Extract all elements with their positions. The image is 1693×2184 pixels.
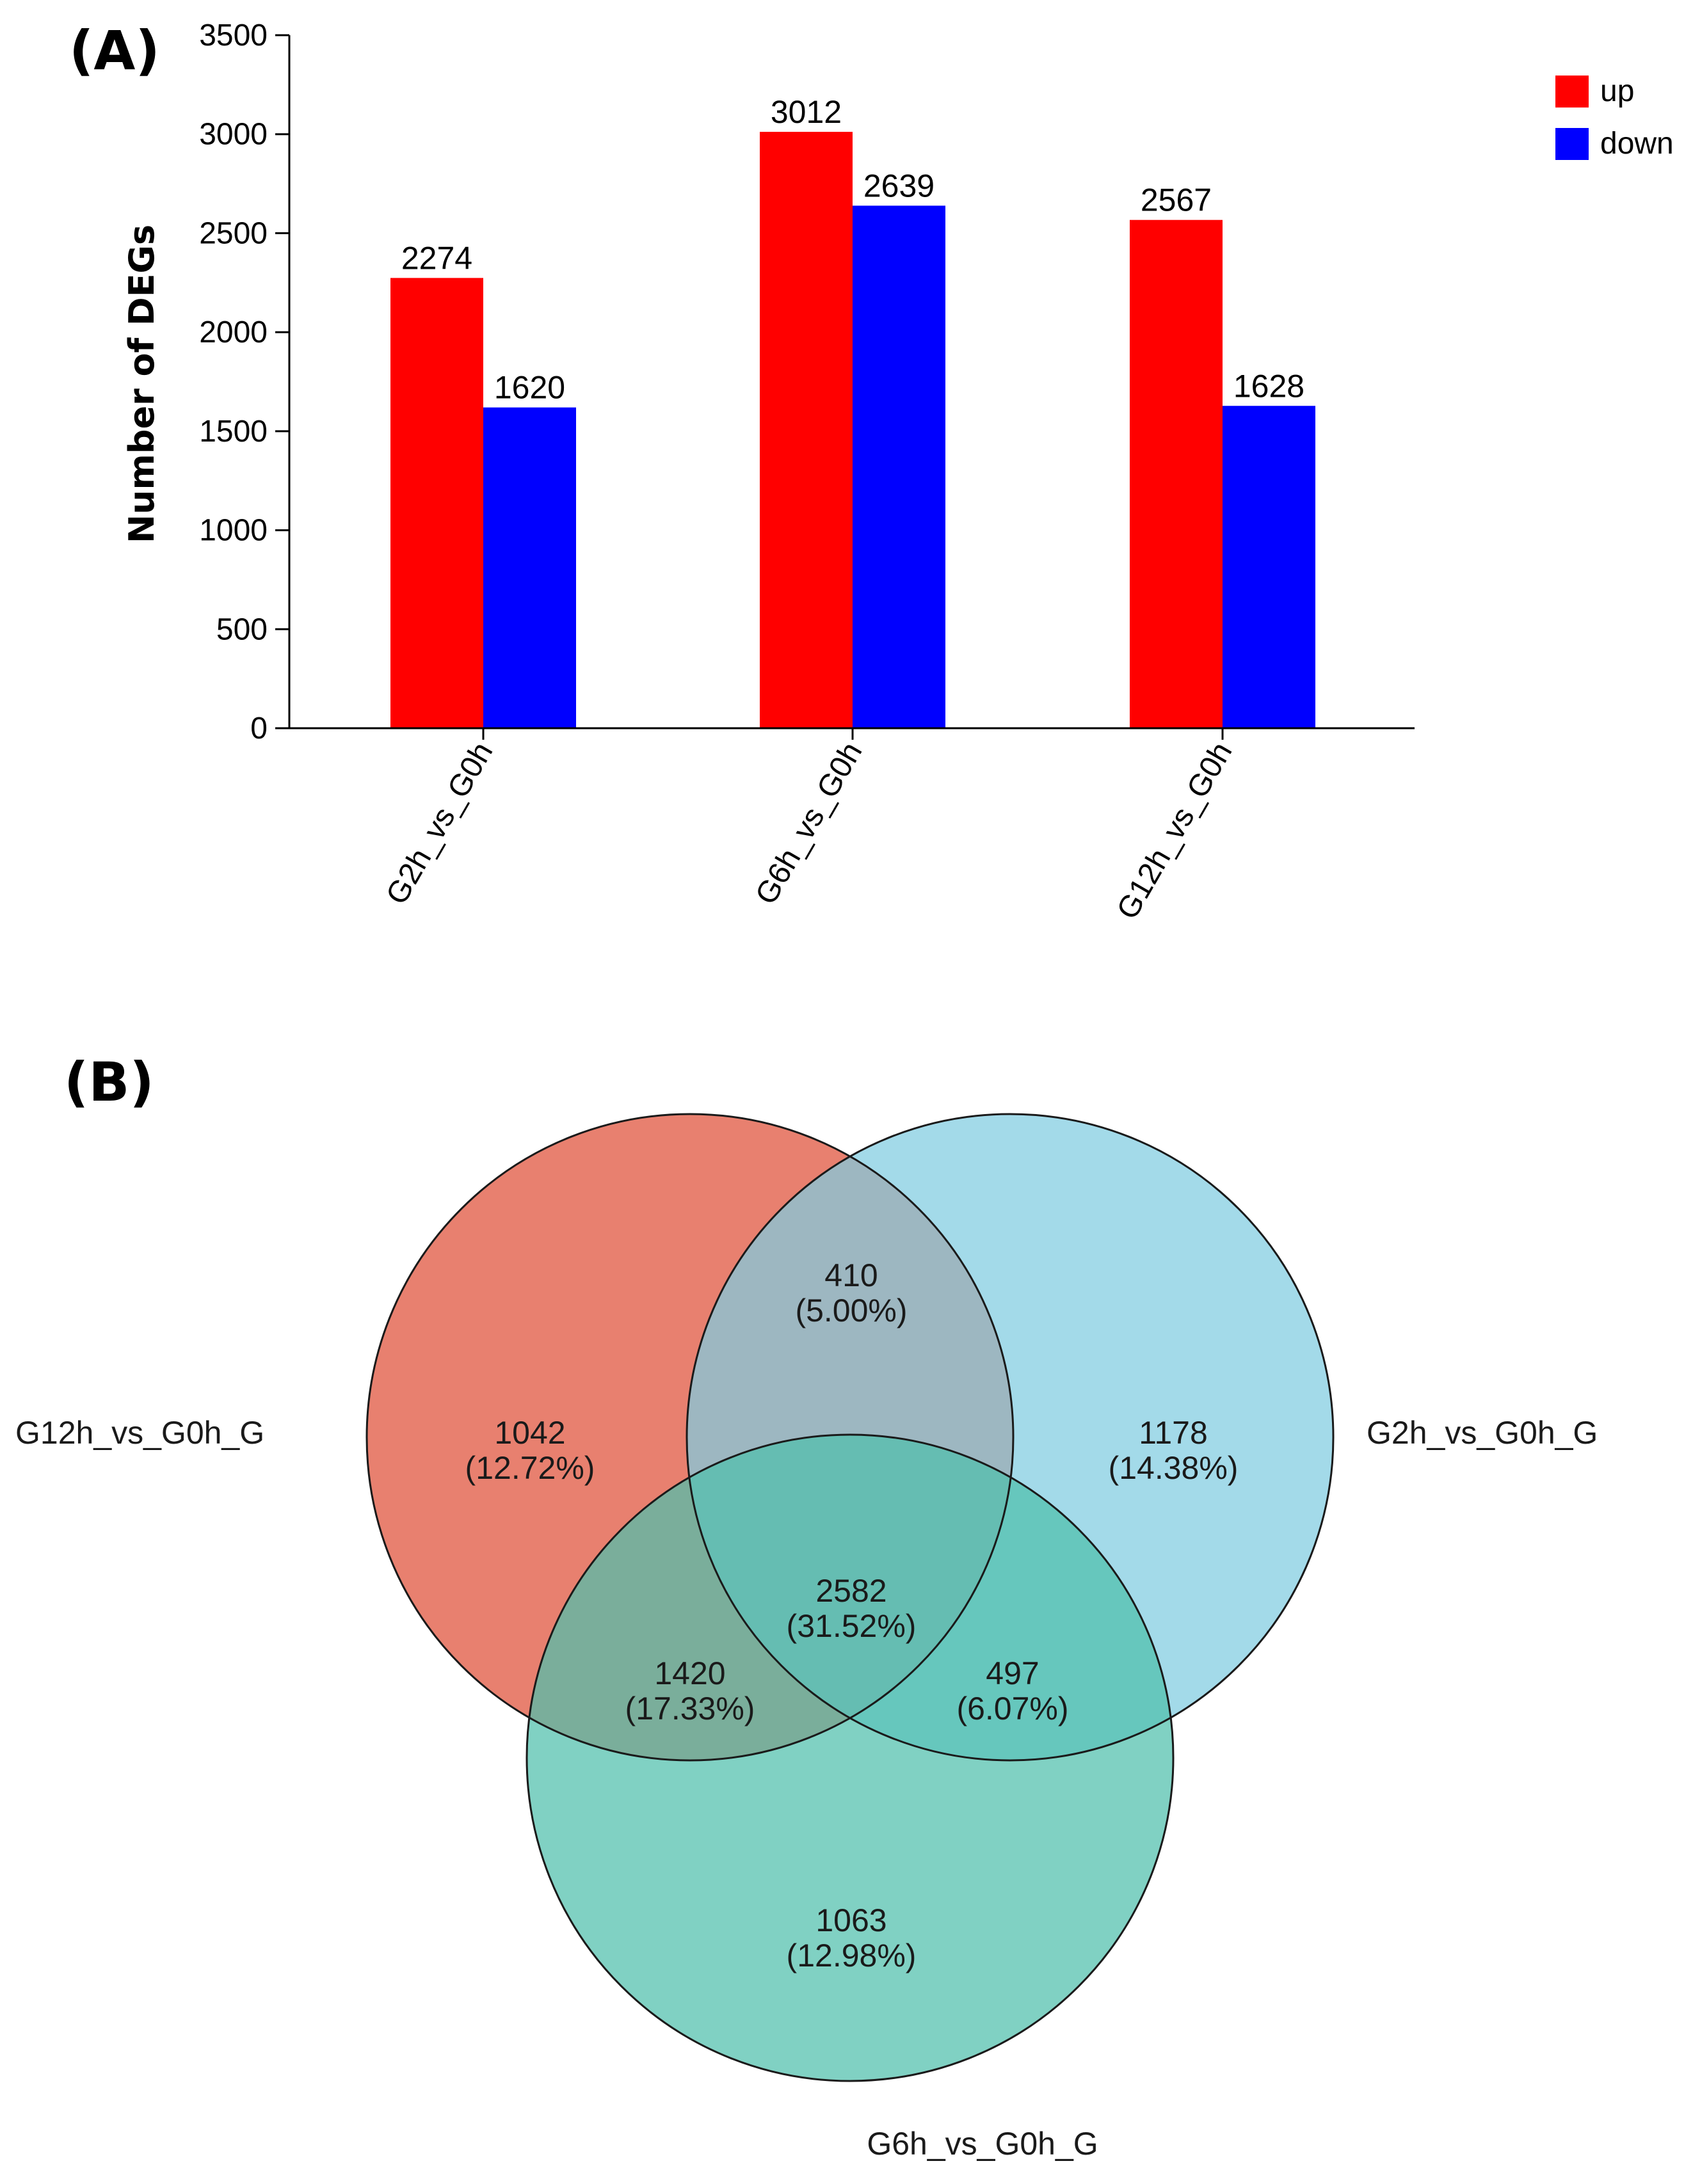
- region-g12h-only: 1042 (12.72%): [465, 1415, 595, 1486]
- bar-value-label: 1620: [494, 370, 565, 406]
- region-percent: (31.52%): [787, 1608, 917, 1644]
- panel-a-letter: (A): [69, 19, 160, 82]
- region-count: 2582: [815, 1573, 887, 1609]
- region-percent: (17.33%): [625, 1691, 755, 1726]
- legend: up down: [1555, 74, 1674, 161]
- y-axis-ticks: 0 500 1000 1500 2000 2500 3000 3500: [199, 19, 289, 745]
- bar-value-label: 1628: [1233, 368, 1304, 404]
- region-g2h-g6h: 497 (6.07%): [956, 1655, 1068, 1726]
- region-all-three: 2582 (31.52%): [787, 1573, 917, 1644]
- region-percent: (12.72%): [465, 1450, 595, 1486]
- legend-swatch-down: [1555, 128, 1589, 160]
- region-count: 1178: [1139, 1415, 1208, 1451]
- set-label-g12h: G12h_vs_G0h_G: [15, 1415, 264, 1451]
- y-axis-title: Number of DEGs: [122, 225, 162, 543]
- bar-value-label: 2274: [401, 240, 472, 276]
- venn-outline-g2h: [686, 1113, 1335, 1762]
- region-count: 1063: [815, 1902, 887, 1938]
- region-count: 497: [986, 1655, 1039, 1691]
- region-g12h-g2h: 410 (5.00%): [795, 1257, 907, 1328]
- bar-down-G6h_vs_G0h: [853, 205, 945, 729]
- bar-down-G2h_vs_G0h: [483, 407, 576, 728]
- region-g2h-only: 1178 (14.38%): [1109, 1415, 1239, 1486]
- bar-value-label: 2639: [863, 168, 935, 203]
- y-tick-label: 2500: [199, 216, 268, 250]
- region-count: 1420: [654, 1655, 725, 1691]
- region-percent: (6.07%): [956, 1691, 1068, 1726]
- y-tick-label: 0: [250, 712, 268, 745]
- legend-label-down: down: [1600, 127, 1674, 161]
- region-percent: (14.38%): [1109, 1450, 1239, 1486]
- set-label-g2h: G2h_vs_G0h_G: [1367, 1415, 1598, 1451]
- bar-up-G2h_vs_G0h: [390, 278, 483, 728]
- venn-circle-g6h: [527, 1435, 1173, 2081]
- region-count: 1042: [494, 1415, 565, 1451]
- bars-group: [390, 132, 1315, 729]
- y-tick-label: 2000: [199, 315, 268, 349]
- y-tick-label: 1000: [199, 514, 268, 548]
- region-g6h-only: 1063 (12.98%): [787, 1902, 917, 1973]
- region-g12h-g6h: 1420 (17.33%): [625, 1655, 755, 1726]
- region-percent: (12.98%): [787, 1938, 917, 1973]
- x-category-label: G12h_vs_G0h: [1111, 737, 1239, 925]
- y-tick-label: 3500: [199, 19, 268, 52]
- x-category-label: G6h_vs_G0h: [749, 737, 869, 910]
- bar-down-G12h_vs_G0h: [1223, 406, 1315, 728]
- x-axis-labels: G2h_vs_G0h G6h_vs_G0h G12h_vs_G0h: [380, 728, 1239, 925]
- y-tick-label: 500: [216, 612, 268, 646]
- set-label-g6h: G6h_vs_G0h_G: [867, 2126, 1098, 2162]
- bar-up-G12h_vs_G0h: [1130, 219, 1223, 728]
- bar-up-G6h_vs_G0h: [760, 132, 853, 728]
- legend-label-up: up: [1600, 74, 1634, 108]
- x-category-label: G2h_vs_G0h: [380, 737, 499, 910]
- venn-outline-g6h: [526, 1433, 1175, 2082]
- venn-outline-g12h: [365, 1113, 1015, 1762]
- region-count: 410: [824, 1257, 878, 1293]
- y-tick-label: 3000: [199, 118, 268, 152]
- legend-swatch-up: [1555, 76, 1589, 108]
- venn-panel: (B) G12h_vs_G0h_G G2h_vs_G0h_G G6h_vs_G0…: [15, 1051, 1598, 2162]
- bar-value-label: 2567: [1141, 182, 1212, 218]
- region-percent: (5.00%): [795, 1293, 907, 1328]
- y-tick-label: 1500: [199, 415, 268, 449]
- bar-labels-group: 2274 1620 3012 2639 2567 1628: [401, 94, 1304, 406]
- panel-b-letter: (B): [64, 1051, 154, 1113]
- bar-value-label: 3012: [771, 94, 842, 130]
- bar-chart-panel: (A) Number of DEGs 0 500 1000 1500 2000 2500 3…: [69, 19, 1674, 925]
